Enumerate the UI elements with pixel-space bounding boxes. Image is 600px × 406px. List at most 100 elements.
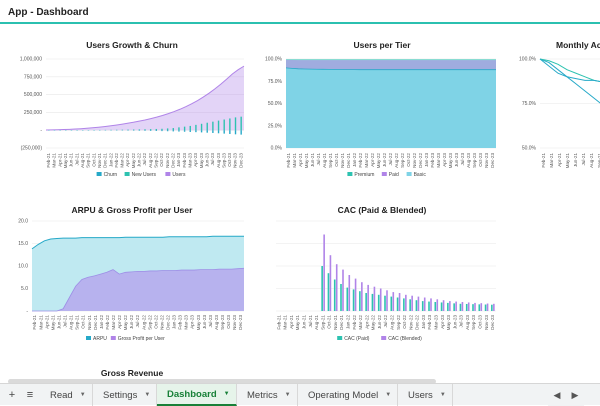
churn-bar	[144, 130, 145, 131]
y-tick-label: 750,000	[24, 74, 42, 80]
cac-paid-bar	[409, 299, 411, 311]
x-tick-label: Aug-21	[322, 153, 327, 168]
y-tick-label: 500,000	[24, 92, 42, 98]
x-tick-label: Jun-23	[454, 153, 459, 167]
new-users-bar	[144, 129, 145, 130]
churn-bar	[212, 130, 213, 133]
new-users-bar	[190, 126, 191, 130]
x-tick-label: Feb-22	[105, 315, 110, 330]
new-users-bar	[173, 128, 174, 130]
sheet-tab-users[interactable]: Users▼	[398, 384, 453, 406]
x-tick-label: Jul-23	[208, 315, 213, 328]
new-users-bar	[133, 130, 134, 131]
x-tick-label: Apr-23	[190, 315, 195, 329]
new-users-bar	[195, 125, 196, 130]
y-tick-label: 1,000,000	[20, 57, 42, 63]
x-tick-label: Mar-23	[187, 153, 192, 168]
sheet-tab-metrics[interactable]: Metrics▼	[237, 384, 298, 406]
sheet-tab-label: Read	[50, 390, 73, 401]
cac-blended-bar	[449, 301, 451, 311]
cac-paid-bar	[460, 304, 462, 311]
sheet-tab-operating-model[interactable]: Operating Model▼	[298, 384, 398, 406]
cac-paid-bar	[328, 273, 330, 311]
new-users-bar	[235, 117, 236, 130]
chevron-down-icon[interactable]: ▼	[440, 392, 446, 398]
x-tick-label: Oct-21	[327, 315, 332, 329]
y-tick-label: 5.0	[21, 286, 28, 292]
cac-blended-bar	[380, 289, 382, 312]
scroll-tabs-left-button[interactable]: ◀	[548, 384, 566, 406]
scroll-tabs-right-button[interactable]: ▶	[566, 384, 584, 406]
users-per-tier-chart[interactable]: Users per Tier 100.0%75.0%50.0%25.0%0.0%…	[262, 40, 502, 190]
y-tick-label: 100.0%	[265, 57, 283, 63]
x-tick-label: Jun-23	[202, 315, 207, 329]
legend-label: CAC (Paid)	[344, 336, 370, 342]
x-tick-label: Jan-22	[99, 315, 104, 329]
x-tick-label: Jul-23	[459, 315, 464, 328]
x-tick-label: Mar-21	[52, 153, 57, 168]
y-tick-label: 15.0	[18, 241, 28, 247]
cac-blended-bar	[430, 298, 432, 311]
x-tick-label: Jun-22	[377, 315, 382, 329]
sheet-tab-read[interactable]: Read ▼	[40, 384, 93, 406]
y-tick-label: (250,000)	[21, 146, 43, 152]
x-tick-label: May-22	[376, 153, 381, 169]
x-tick-label: Jan-22	[352, 153, 357, 167]
x-tick-label: Jul-23	[210, 153, 215, 166]
x-tick-label: Aug-22	[141, 315, 146, 330]
cac-blended-bar	[342, 270, 344, 311]
sheet-tab-settings[interactable]: Settings▼	[93, 384, 157, 406]
x-tick-label: Jul-21	[63, 315, 68, 328]
x-tick-label: Apr-23	[442, 153, 447, 167]
churn-bar	[201, 130, 202, 132]
churn-bar	[207, 130, 208, 132]
x-tick-label: Sep-21	[86, 153, 91, 168]
chevron-down-icon[interactable]: ▼	[144, 392, 150, 398]
cac-blended-bar	[455, 302, 457, 311]
y-tick-label: -	[26, 309, 28, 315]
x-tick-label: Aug-21	[80, 153, 85, 168]
x-tick-label: Apr-21	[557, 153, 562, 167]
x-tick-label: Apr-21	[289, 315, 294, 329]
x-tick-label: Aug-21	[69, 315, 74, 330]
cac-blended-bar	[399, 293, 401, 311]
x-tick-label: Oct-22	[153, 315, 158, 329]
chevron-down-icon[interactable]: ▼	[224, 391, 230, 397]
sheet-tab-dashboard[interactable]: Dashboard ▼	[157, 384, 237, 406]
x-tick-label: Mar-21	[38, 315, 43, 330]
all-sheets-list-button[interactable]: ≡	[22, 386, 38, 404]
chevron-down-icon[interactable]: ▼	[285, 392, 291, 398]
churn-bar	[173, 130, 174, 131]
x-tick-label: Jun-23	[204, 153, 209, 167]
cac-blended-bar	[424, 298, 426, 312]
new-users-bar	[127, 130, 128, 131]
add-sheet-button[interactable]: +	[4, 386, 20, 404]
legend-label: Churn	[104, 172, 118, 178]
x-tick-label: Dec-23	[490, 315, 495, 330]
churn-bar	[139, 130, 140, 131]
x-tick-label: Nov-22	[165, 153, 170, 168]
x-tick-label: May-21	[304, 153, 309, 169]
legend-label: Premium	[354, 172, 374, 178]
chevron-down-icon[interactable]: ▼	[80, 392, 86, 398]
x-tick-label: Nov-22	[159, 315, 164, 330]
x-tick-label: Mar-23	[184, 315, 189, 330]
chevron-down-icon[interactable]: ▼	[385, 392, 391, 398]
legend-swatch	[407, 172, 412, 176]
sheet-tab-label: Dashboard	[167, 389, 217, 400]
x-tick-label: Nov-21	[333, 315, 338, 330]
y-tick-label: 250,000	[24, 110, 42, 116]
x-tick-label: Dec-21	[346, 153, 351, 168]
x-tick-label: May-23	[446, 315, 451, 331]
x-tick-label: May-21	[63, 153, 68, 169]
x-tick-label: Sep-22	[400, 153, 405, 168]
x-tick-label: Mar-22	[358, 315, 363, 330]
new-users-bar	[184, 127, 185, 131]
legend-label: New Users	[132, 172, 157, 178]
